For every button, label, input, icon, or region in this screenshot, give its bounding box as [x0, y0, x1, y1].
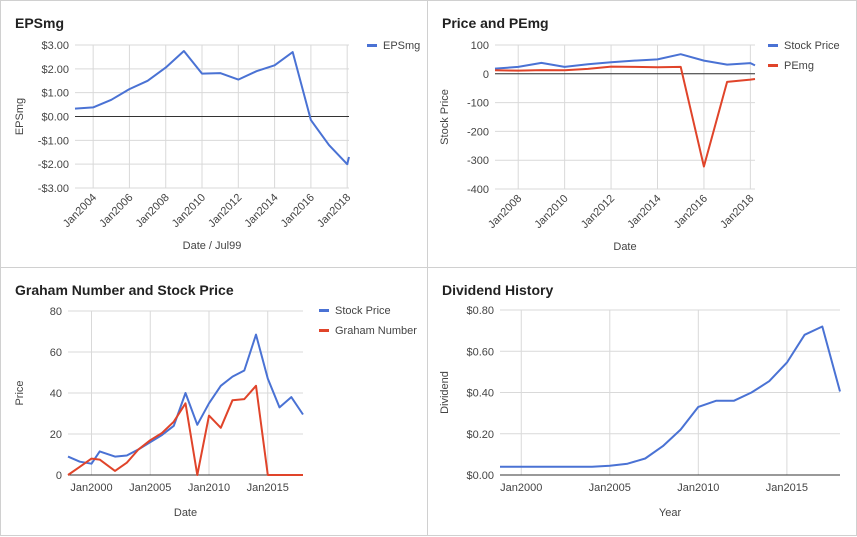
x-tick-label: Jan2015: [766, 482, 808, 494]
y-tick-label: 20: [50, 429, 62, 441]
x-tick-label: Jan2000: [500, 482, 542, 494]
x-tick-label: Jan2010: [188, 482, 230, 494]
y-tick-label: $0.00: [41, 112, 69, 124]
x-tick-label: Jan2018: [718, 193, 756, 231]
y-tick-label: $1.00: [41, 88, 69, 100]
y-tick-label: $3.00: [41, 40, 69, 52]
x-tick-label: Jan2016: [672, 193, 710, 231]
y-tick-label: -$3.00: [38, 183, 69, 195]
y-tick-label: 40: [50, 388, 62, 400]
y-tick-label: -100: [467, 98, 489, 110]
x-tick-label: Jan2010: [532, 193, 570, 231]
y-axis-title: Dividend: [439, 371, 451, 414]
eps-chart: $3.00$2.00$1.00$0.00-$1.00-$2.00-$3.00Ja…: [1, 1, 429, 269]
y-tick-label: $0.00: [466, 470, 494, 482]
y-tick-label: $0.60: [466, 346, 494, 358]
y-axis-title: EPSmg: [14, 98, 26, 135]
series-line-dividend: [500, 327, 840, 467]
x-tick-label: Jan2005: [589, 482, 631, 494]
y-tick-label: -400: [467, 184, 489, 196]
legend-swatch: [367, 44, 377, 47]
series-line-pemg: [495, 67, 755, 167]
x-axis-title: Date: [613, 241, 636, 253]
legend-swatch: [768, 44, 778, 47]
eps-panel: EPSmg $3.00 $2.00 $1.00 $0.00 -$1.00 -$2.00 -$…: [0, 0, 428, 268]
y-tick-label: $0.40: [466, 388, 494, 400]
x-tick-label: Jan2000: [70, 482, 112, 494]
legend-label: Graham Number: [335, 325, 417, 337]
legend-label: Stock Price: [335, 305, 391, 317]
x-tick-label: Jan2012: [579, 193, 617, 231]
x-tick-label: Jan2010: [170, 192, 208, 230]
graham-chart: 80 60 40 20 0 Jan2000 Jan2005 Jan2010 Jan2015 Pri…: [1, 268, 429, 537]
y-tick-label: $0.20: [466, 429, 494, 441]
x-tick-label: Jan2004: [61, 192, 99, 230]
legend-label: PEmg: [784, 60, 814, 72]
y-tick-label: 100: [471, 40, 489, 52]
x-tick-label: Jan2010: [677, 482, 719, 494]
dividend-panel: Dividend History $0.80$0.60$0.40$0.20$0.…: [427, 267, 857, 536]
legend-swatch: [319, 309, 329, 312]
x-axis-title: Date: [174, 507, 197, 519]
x-tick-label: Jan2015: [247, 482, 289, 494]
y-tick-label: -$2.00: [38, 159, 69, 171]
x-tick-label: Jan2008: [134, 192, 172, 230]
dividend-chart: $0.80 $0.60 $0.40 $0.20 $0.00 Jan2000 Jan2005 J…: [428, 268, 857, 537]
y-tick-label: -$1.00: [38, 135, 69, 147]
y-tick-label: $2.00: [41, 64, 69, 76]
legend-swatch: [768, 64, 778, 67]
x-tick-label: Jan2014: [625, 193, 663, 231]
x-tick-label: Jan2016: [279, 192, 317, 230]
x-tick-label: Jan2012: [206, 192, 244, 230]
x-tick-label: Jan2005: [129, 482, 171, 494]
x-tick-label: Jan2008: [486, 193, 524, 231]
x-tick-label: Jan2014: [242, 192, 280, 230]
x-axis-title: Year: [659, 507, 682, 519]
y-axis-title: Price: [14, 380, 26, 405]
x-tick-label: Jan2006: [97, 192, 135, 230]
y-tick-label: $0.80: [466, 305, 494, 317]
y-tick-label: -300: [467, 155, 489, 167]
y-tick-label: 0: [483, 69, 489, 81]
legend-label: EPSmg: [383, 40, 420, 52]
series-line-epsmg: [75, 51, 349, 164]
legend-label: Stock Price: [784, 40, 840, 52]
x-axis-title: Date / Jul99: [183, 240, 242, 252]
y-tick-label: 80: [50, 306, 62, 318]
y-tick-label: 60: [50, 347, 62, 359]
y-tick-label: -200: [467, 126, 489, 138]
y-tick-label: 0: [56, 470, 62, 482]
y-axis-title: Stock Price: [439, 89, 451, 145]
x-tick-label: Jan2018: [315, 192, 353, 230]
legend-swatch: [319, 329, 329, 332]
